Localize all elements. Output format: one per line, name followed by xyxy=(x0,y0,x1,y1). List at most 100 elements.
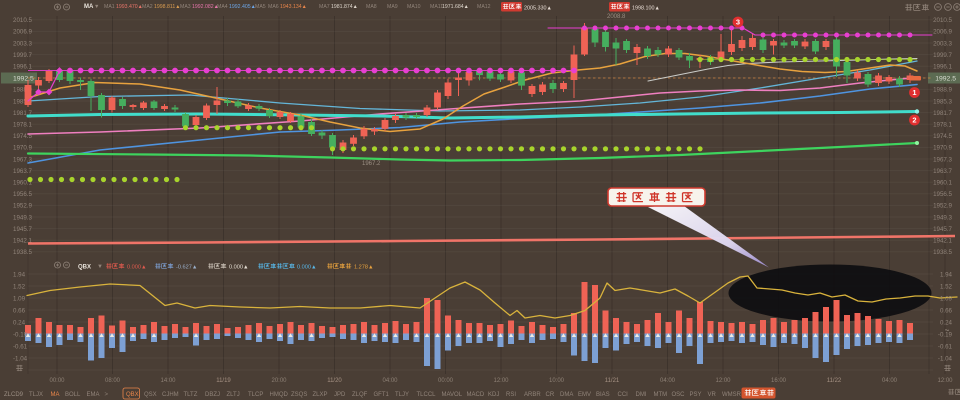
svg-text:1945.7: 1945.7 xyxy=(13,226,32,233)
svg-text:-0.19: -0.19 xyxy=(938,332,953,339)
svg-text:-0.627▲: -0.627▲ xyxy=(176,265,197,271)
svg-text:1999.7: 1999.7 xyxy=(13,52,32,59)
svg-text:ZLTJ: ZLTJ xyxy=(227,392,240,398)
svg-text:0.66: 0.66 xyxy=(940,308,953,315)
svg-text:▼: ▼ xyxy=(94,4,99,10)
svg-text:11/22: 11/22 xyxy=(827,378,842,384)
svg-text:DMA: DMA xyxy=(560,392,573,398)
svg-text:DBZJ: DBZJ xyxy=(205,392,220,398)
svg-text:JPD: JPD xyxy=(334,392,346,398)
svg-text:1970.9: 1970.9 xyxy=(933,145,952,152)
svg-text:00:00: 00:00 xyxy=(49,378,65,384)
svg-text:1978.1: 1978.1 xyxy=(13,122,32,129)
svg-text:1978.1: 1978.1 xyxy=(933,122,952,129)
svg-text:0.24: 0.24 xyxy=(13,320,26,327)
svg-text:1956.5: 1956.5 xyxy=(933,191,952,198)
svg-text:~: ~ xyxy=(945,326,950,335)
svg-text:ZLXP: ZLXP xyxy=(313,392,328,398)
svg-text:EMA: EMA xyxy=(87,392,100,398)
svg-text:BIAS: BIAS xyxy=(596,392,610,398)
svg-text:MA: MA xyxy=(51,392,60,398)
svg-text:ZSQS: ZSQS xyxy=(291,392,307,398)
svg-text:1960.1: 1960.1 xyxy=(13,180,32,187)
svg-text:QBX: QBX xyxy=(78,265,91,271)
svg-text:1988.9: 1988.9 xyxy=(13,87,32,94)
svg-text:1.09: 1.09 xyxy=(13,296,26,303)
svg-text:2006.9: 2006.9 xyxy=(13,29,32,36)
svg-text:>: > xyxy=(105,392,109,398)
svg-text:ARBR: ARBR xyxy=(524,392,541,398)
svg-text:2008.8: 2008.8 xyxy=(607,14,626,20)
svg-text:1970.9: 1970.9 xyxy=(13,145,32,152)
svg-text:CCI: CCI xyxy=(618,392,629,398)
svg-text:1949.3: 1949.3 xyxy=(13,214,32,221)
svg-text:RSI: RSI xyxy=(506,392,516,398)
svg-text:MA2: MA2 xyxy=(142,4,153,10)
svg-text:1945.7: 1945.7 xyxy=(933,226,952,233)
svg-text:1.278▲: 1.278▲ xyxy=(354,265,374,271)
svg-text:QSX: QSX xyxy=(144,392,157,398)
svg-text:-1.04: -1.04 xyxy=(13,356,28,363)
svg-text:12:00: 12:00 xyxy=(715,378,731,384)
svg-text:1938.5: 1938.5 xyxy=(933,249,952,256)
svg-text:2003.3: 2003.3 xyxy=(933,40,952,47)
svg-text:1.52: 1.52 xyxy=(13,284,26,291)
svg-text:1992.405▲: 1992.405▲ xyxy=(229,4,256,10)
svg-text:1938.5: 1938.5 xyxy=(13,249,32,256)
svg-text:TLJY: TLJY xyxy=(395,392,409,398)
svg-text:TLTZ: TLTZ xyxy=(184,392,198,398)
svg-text:16:00: 16:00 xyxy=(771,378,787,384)
svg-text:MACD: MACD xyxy=(467,392,485,398)
svg-text:1971.684▲: 1971.684▲ xyxy=(442,4,469,10)
svg-text:1952.9: 1952.9 xyxy=(933,203,952,210)
svg-text:MA12: MA12 xyxy=(477,4,491,10)
svg-text:1967.3: 1967.3 xyxy=(13,156,32,163)
svg-text:MA5: MA5 xyxy=(255,4,266,10)
svg-text:1974.5: 1974.5 xyxy=(13,133,32,140)
svg-text:MTM: MTM xyxy=(654,392,668,398)
svg-text:04:00: 04:00 xyxy=(660,378,676,384)
svg-text:2006.9: 2006.9 xyxy=(933,29,952,36)
svg-text:2010.5: 2010.5 xyxy=(933,17,952,24)
svg-text:PSY: PSY xyxy=(690,392,702,398)
svg-text:TLCP: TLCP xyxy=(248,392,263,398)
svg-text:VR: VR xyxy=(708,392,717,398)
svg-text:MA11: MA11 xyxy=(430,4,443,10)
svg-text:MA7: MA7 xyxy=(319,4,330,10)
svg-text:2005.330▲: 2005.330▲ xyxy=(524,5,552,11)
svg-text:ZLQF: ZLQF xyxy=(352,392,368,398)
svg-text:KDJ: KDJ xyxy=(488,392,499,398)
svg-text:0.000▲: 0.000▲ xyxy=(127,265,147,271)
svg-text:1.94: 1.94 xyxy=(940,272,953,279)
svg-text:1960.1: 1960.1 xyxy=(933,180,952,187)
svg-text:1998.100▲: 1998.100▲ xyxy=(632,5,660,11)
svg-text:1998.811▲: 1998.811▲ xyxy=(154,4,180,10)
svg-text:QBX: QBX xyxy=(126,392,139,398)
svg-text:MA: MA xyxy=(84,4,94,10)
svg-text:MA10: MA10 xyxy=(407,4,421,10)
svg-text:08:00: 08:00 xyxy=(105,378,121,384)
svg-text:3: 3 xyxy=(736,18,740,27)
svg-text:04:00: 04:00 xyxy=(882,378,898,384)
svg-text:04:00: 04:00 xyxy=(382,378,398,384)
svg-text:-0.19: -0.19 xyxy=(13,332,28,339)
svg-text:12:00: 12:00 xyxy=(937,378,953,384)
svg-text:0.000▲: 0.000▲ xyxy=(229,265,249,271)
svg-text:MA4: MA4 xyxy=(217,4,228,10)
svg-text:1993.470▲: 1993.470▲ xyxy=(116,4,143,10)
svg-text:1996.1: 1996.1 xyxy=(13,64,32,71)
svg-text:0.66: 0.66 xyxy=(13,308,26,315)
svg-text:HMQD: HMQD xyxy=(270,392,289,398)
svg-text:1943.134▲: 1943.134▲ xyxy=(280,4,307,10)
svg-text:1992.5: 1992.5 xyxy=(13,76,34,83)
svg-text:11/20: 11/20 xyxy=(327,378,342,384)
svg-text:10:00: 10:00 xyxy=(549,378,565,384)
svg-text:1988.9: 1988.9 xyxy=(933,87,952,94)
svg-text:BOLL: BOLL xyxy=(65,392,81,398)
svg-text:1999.7: 1999.7 xyxy=(933,52,952,59)
svg-text:1963.7: 1963.7 xyxy=(13,168,32,175)
svg-text:00:00: 00:00 xyxy=(438,378,454,384)
svg-text:MA1: MA1 xyxy=(104,4,115,10)
svg-text:CJHM: CJHM xyxy=(162,392,179,398)
svg-text:1.94: 1.94 xyxy=(13,272,26,279)
